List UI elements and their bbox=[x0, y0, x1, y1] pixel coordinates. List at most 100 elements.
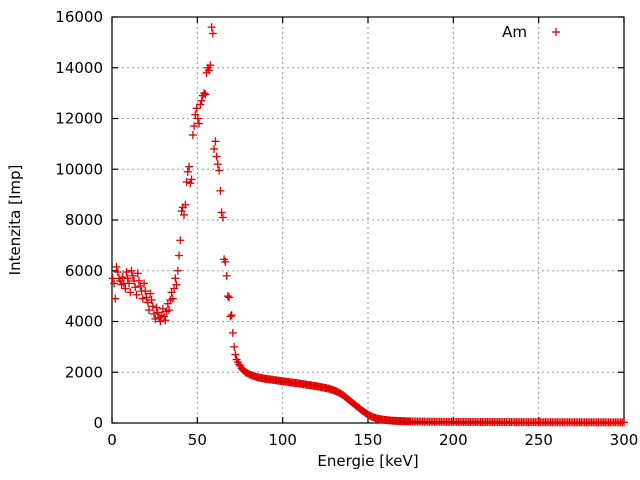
data-point bbox=[210, 144, 219, 153]
data-point bbox=[134, 276, 143, 285]
data-point bbox=[173, 266, 182, 275]
data-point bbox=[161, 316, 170, 325]
data-point bbox=[188, 130, 197, 139]
data-point bbox=[223, 292, 232, 301]
x-tick-label: 300 bbox=[610, 431, 639, 449]
data-point bbox=[195, 119, 204, 128]
x-tick-label: 150 bbox=[354, 431, 383, 449]
data-point bbox=[160, 312, 169, 321]
data-point bbox=[206, 61, 215, 70]
data-point bbox=[182, 177, 191, 186]
legend: Am bbox=[502, 23, 560, 41]
data-point bbox=[197, 96, 206, 105]
y-tick-labels: 0 2000 4000 6000 8000 10000 12000 14000 16000 bbox=[55, 8, 103, 432]
data-point bbox=[222, 271, 231, 280]
data-point bbox=[152, 303, 161, 312]
data-point bbox=[127, 266, 136, 275]
data-point bbox=[123, 274, 132, 283]
data-point bbox=[181, 200, 190, 209]
data-point bbox=[620, 418, 628, 427]
data-point bbox=[175, 251, 184, 260]
data-point bbox=[112, 262, 121, 271]
data-point bbox=[172, 280, 181, 289]
data-point bbox=[213, 160, 222, 169]
data-point bbox=[231, 350, 240, 359]
data-point bbox=[187, 175, 196, 184]
data-point bbox=[193, 114, 202, 123]
data-point bbox=[230, 342, 239, 351]
data-point bbox=[147, 295, 156, 304]
data-point bbox=[221, 257, 230, 266]
x-axis-title: Energie [keV] bbox=[317, 452, 418, 470]
data-point bbox=[121, 284, 130, 293]
y-tick-label: 8000 bbox=[65, 211, 103, 229]
data-point bbox=[211, 137, 220, 146]
data-point bbox=[180, 210, 189, 219]
legend-marker bbox=[552, 28, 560, 36]
data-point bbox=[183, 167, 192, 176]
grid-lines bbox=[112, 16, 624, 423]
data-point bbox=[190, 122, 199, 131]
x-tick-label: 0 bbox=[107, 431, 117, 449]
data-point bbox=[110, 279, 119, 288]
data-point bbox=[128, 271, 137, 280]
data-point bbox=[140, 279, 149, 288]
data-point bbox=[196, 100, 205, 109]
data-point bbox=[201, 90, 210, 99]
data-point bbox=[176, 236, 185, 245]
y-tick-label: 2000 bbox=[65, 363, 103, 381]
data-point bbox=[138, 294, 147, 303]
y-axis-title: Intenzita [Imp] bbox=[6, 165, 24, 276]
y-tick-label: 4000 bbox=[65, 313, 103, 331]
data-point bbox=[148, 302, 157, 311]
data-point bbox=[208, 29, 217, 38]
x-tick-label: 200 bbox=[439, 431, 468, 449]
data-point bbox=[156, 317, 165, 326]
data-point bbox=[122, 268, 131, 277]
data-point bbox=[216, 186, 225, 195]
y-tick-label: 14000 bbox=[55, 59, 103, 77]
y-tick-label: 0 bbox=[93, 414, 103, 432]
data-point bbox=[185, 162, 194, 171]
legend-label: Am bbox=[502, 23, 527, 41]
data-point bbox=[111, 294, 120, 303]
data-point bbox=[131, 283, 140, 292]
y-tick-label: 12000 bbox=[55, 110, 103, 128]
data-point bbox=[132, 290, 141, 299]
data-point bbox=[125, 279, 134, 288]
data-point bbox=[212, 152, 221, 161]
data-point bbox=[225, 293, 234, 302]
data-points-am bbox=[108, 23, 628, 427]
data-point bbox=[151, 314, 160, 323]
data-point bbox=[207, 23, 216, 32]
data-point bbox=[145, 306, 154, 315]
data-point bbox=[227, 311, 236, 320]
x-tick-label: 100 bbox=[268, 431, 297, 449]
data-point bbox=[126, 288, 135, 297]
data-point bbox=[192, 104, 201, 113]
y-tick-label: 16000 bbox=[55, 8, 103, 26]
data-point bbox=[215, 166, 224, 175]
data-point bbox=[146, 289, 155, 298]
data-point bbox=[217, 208, 226, 217]
data-point bbox=[200, 89, 209, 98]
data-point bbox=[205, 66, 214, 75]
data-point bbox=[168, 294, 177, 303]
data-point bbox=[218, 213, 227, 222]
data-point bbox=[133, 269, 142, 278]
data-point bbox=[186, 179, 195, 188]
data-point bbox=[165, 306, 174, 315]
data-point bbox=[118, 273, 127, 282]
x-tick-labels: 0 50 100 150 200 250 300 bbox=[107, 431, 638, 449]
y-tick-label: 6000 bbox=[65, 262, 103, 280]
data-point bbox=[149, 309, 158, 318]
y-tick-label: 10000 bbox=[55, 160, 103, 178]
x-tick-label: 250 bbox=[524, 431, 553, 449]
x-tick-label: 50 bbox=[188, 431, 207, 449]
data-point bbox=[141, 287, 150, 296]
data-point bbox=[171, 274, 180, 283]
data-point bbox=[113, 268, 122, 277]
data-point bbox=[228, 328, 237, 337]
